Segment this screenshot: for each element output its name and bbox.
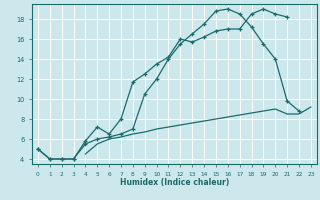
X-axis label: Humidex (Indice chaleur): Humidex (Indice chaleur) (120, 178, 229, 187)
